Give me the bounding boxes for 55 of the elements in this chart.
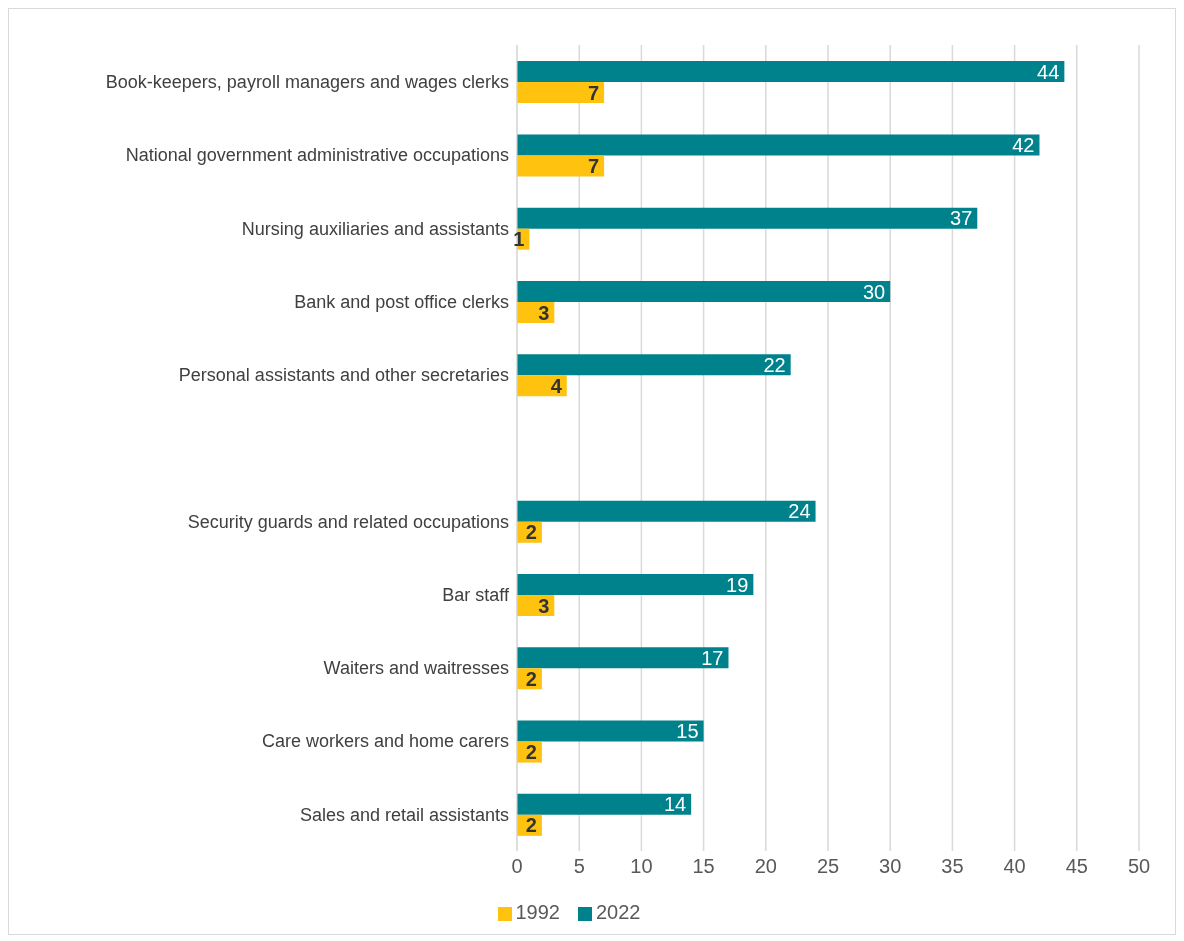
data-label: 17 (701, 646, 724, 669)
x-tick-label: 5 (573, 855, 585, 878)
bar (517, 647, 729, 669)
x-tick-label: 0 (511, 855, 523, 878)
y-tick-label: Sales and retail assistants (299, 804, 509, 825)
data-label: 30 (862, 280, 886, 303)
bar (517, 207, 978, 229)
data-label: 2 (525, 814, 537, 837)
y-tick-label: Waiters and waitresses (323, 658, 509, 679)
y-tick-label: Book-keepers, payroll managers and wages clerks (105, 72, 509, 93)
data-label: 3 (538, 594, 550, 617)
legend-label: 2022 (596, 901, 641, 923)
data-label: 44 (1037, 60, 1060, 83)
x-tick-label: 15 (692, 855, 715, 878)
x-tick-label: 50 (1127, 855, 1151, 878)
data-label: 2 (525, 741, 537, 764)
bar (517, 134, 1040, 156)
data-label: 24 (788, 500, 811, 523)
data-label: 22 (763, 353, 786, 376)
bar (517, 61, 1065, 83)
x-tick-label: 20 (754, 855, 777, 878)
y-tick-label: Nursing auxiliaries and assistants (241, 218, 509, 239)
bar (517, 280, 891, 302)
data-label: 2 (525, 521, 537, 544)
data-label: 15 (676, 720, 699, 743)
data-label: 2 (525, 667, 537, 690)
x-tick-label: 10 (630, 855, 653, 878)
bar (517, 720, 704, 742)
legend-label: 1992 (515, 901, 560, 923)
bar (517, 793, 692, 815)
bar (517, 82, 605, 104)
data-label: 19 (726, 573, 749, 596)
bar (517, 500, 816, 522)
bar (517, 574, 754, 596)
data-label: 7 (587, 154, 600, 177)
data-label: 3 (538, 301, 550, 324)
x-tick-label: 40 (1003, 855, 1026, 878)
y-tick-label: Personal assistants and other secretaries (178, 365, 509, 386)
x-tick-label: 45 (1065, 855, 1088, 878)
x-tick-label: 25 (816, 855, 840, 878)
bar (517, 155, 605, 177)
data-label: 37 (950, 207, 973, 230)
x-tick-label: 35 (941, 855, 964, 878)
y-tick-label: Security guards and related occupations (187, 511, 509, 532)
data-label: 14 (663, 793, 687, 816)
bar (517, 375, 567, 397)
bar (517, 354, 791, 376)
data-label: 4 (550, 374, 563, 397)
y-tick-label: Bank and post office clerks (294, 291, 509, 312)
data-label: 7 (587, 81, 600, 104)
y-tick-label: Care workers and home carers (261, 731, 509, 752)
y-tick-label: Bar staff (442, 584, 510, 605)
y-tick-label: National government administrative occupations (125, 145, 509, 166)
data-label: 42 (1012, 133, 1035, 156)
x-tick-label: 30 (879, 855, 902, 878)
